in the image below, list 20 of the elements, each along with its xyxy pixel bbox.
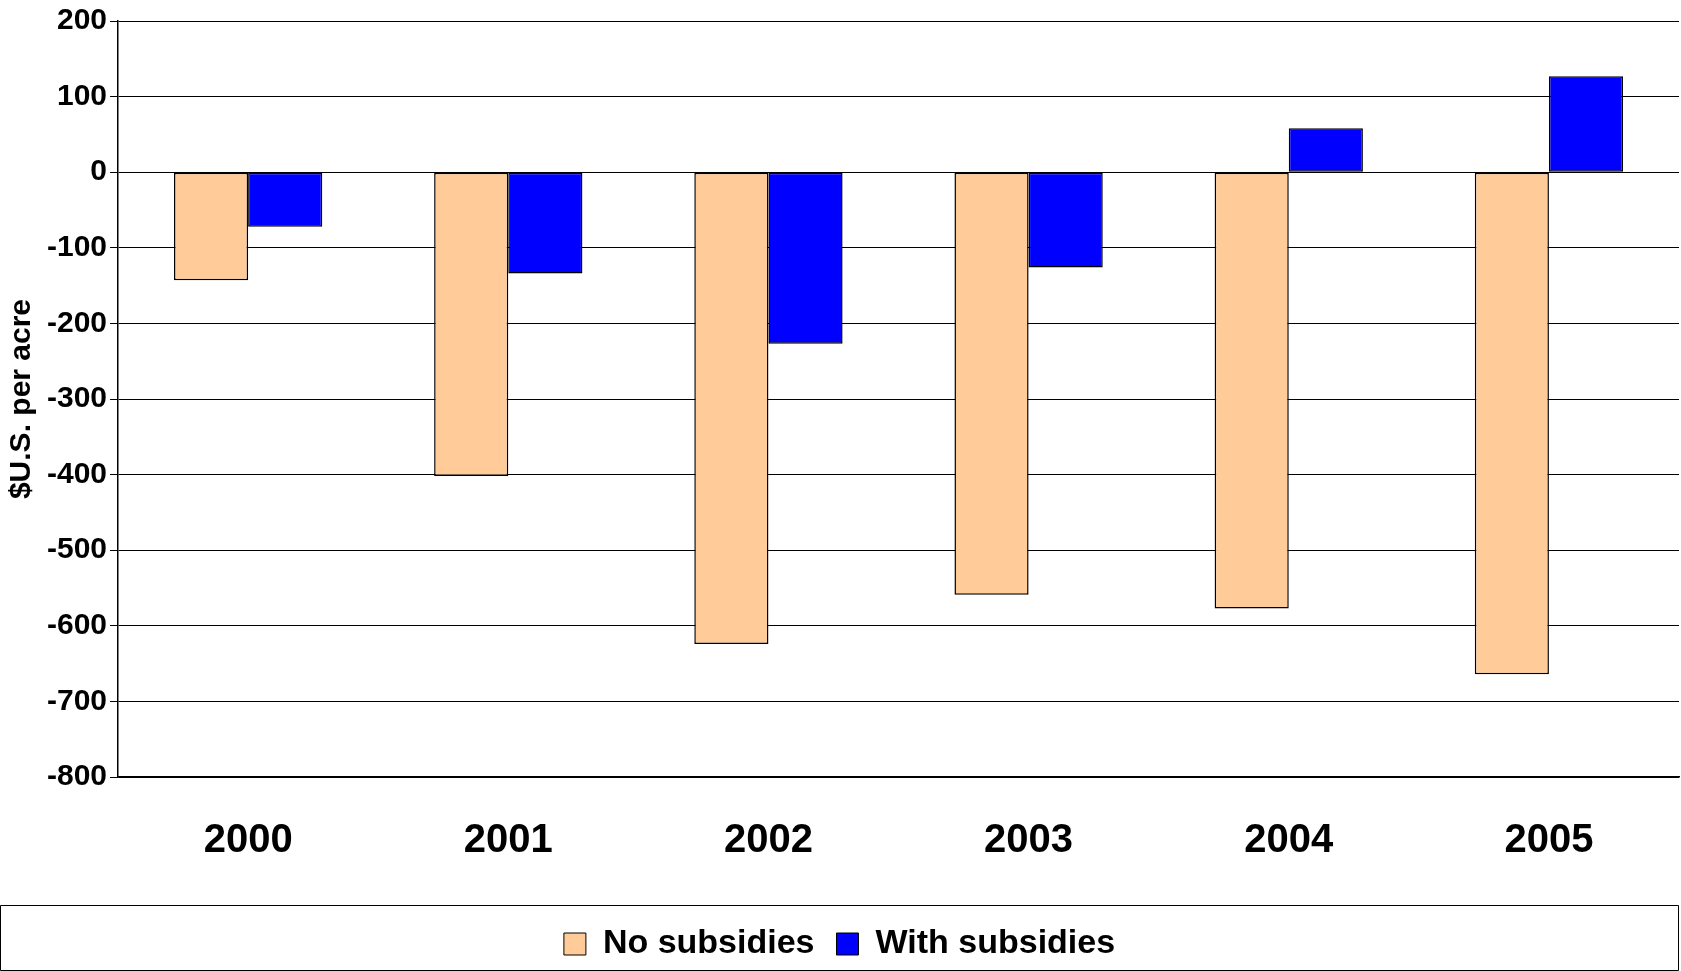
y-tick-label: 100 (56, 77, 108, 111)
x-tick-label: 2002 (723, 816, 813, 861)
legend-label: With subsidies (875, 922, 1116, 961)
y-tick-label: 0 (90, 153, 108, 187)
y-tick-label: -500 (47, 531, 108, 565)
x-tick-label: 2005 (1504, 816, 1594, 861)
legend-label: No subsidies (602, 922, 815, 961)
y-tick-label: -600 (47, 607, 108, 641)
y-tick-label: 200 (56, 2, 108, 36)
y-tick-label: -300 (47, 380, 108, 414)
x-tick-label: 2003 (984, 816, 1074, 861)
y-tick-label: -700 (47, 682, 108, 716)
y-tick-label: -800 (47, 758, 108, 792)
x-tick-label: 2004 (1244, 816, 1335, 861)
y-tick-label: -400 (47, 455, 108, 489)
x-tick-label: 2001 (463, 816, 553, 861)
y-tick-label: -100 (47, 229, 108, 263)
x-tick-label: 2000 (203, 816, 293, 861)
y-tick-label: -200 (47, 304, 108, 338)
y-axis-title: $U.S. per acre (3, 298, 37, 500)
